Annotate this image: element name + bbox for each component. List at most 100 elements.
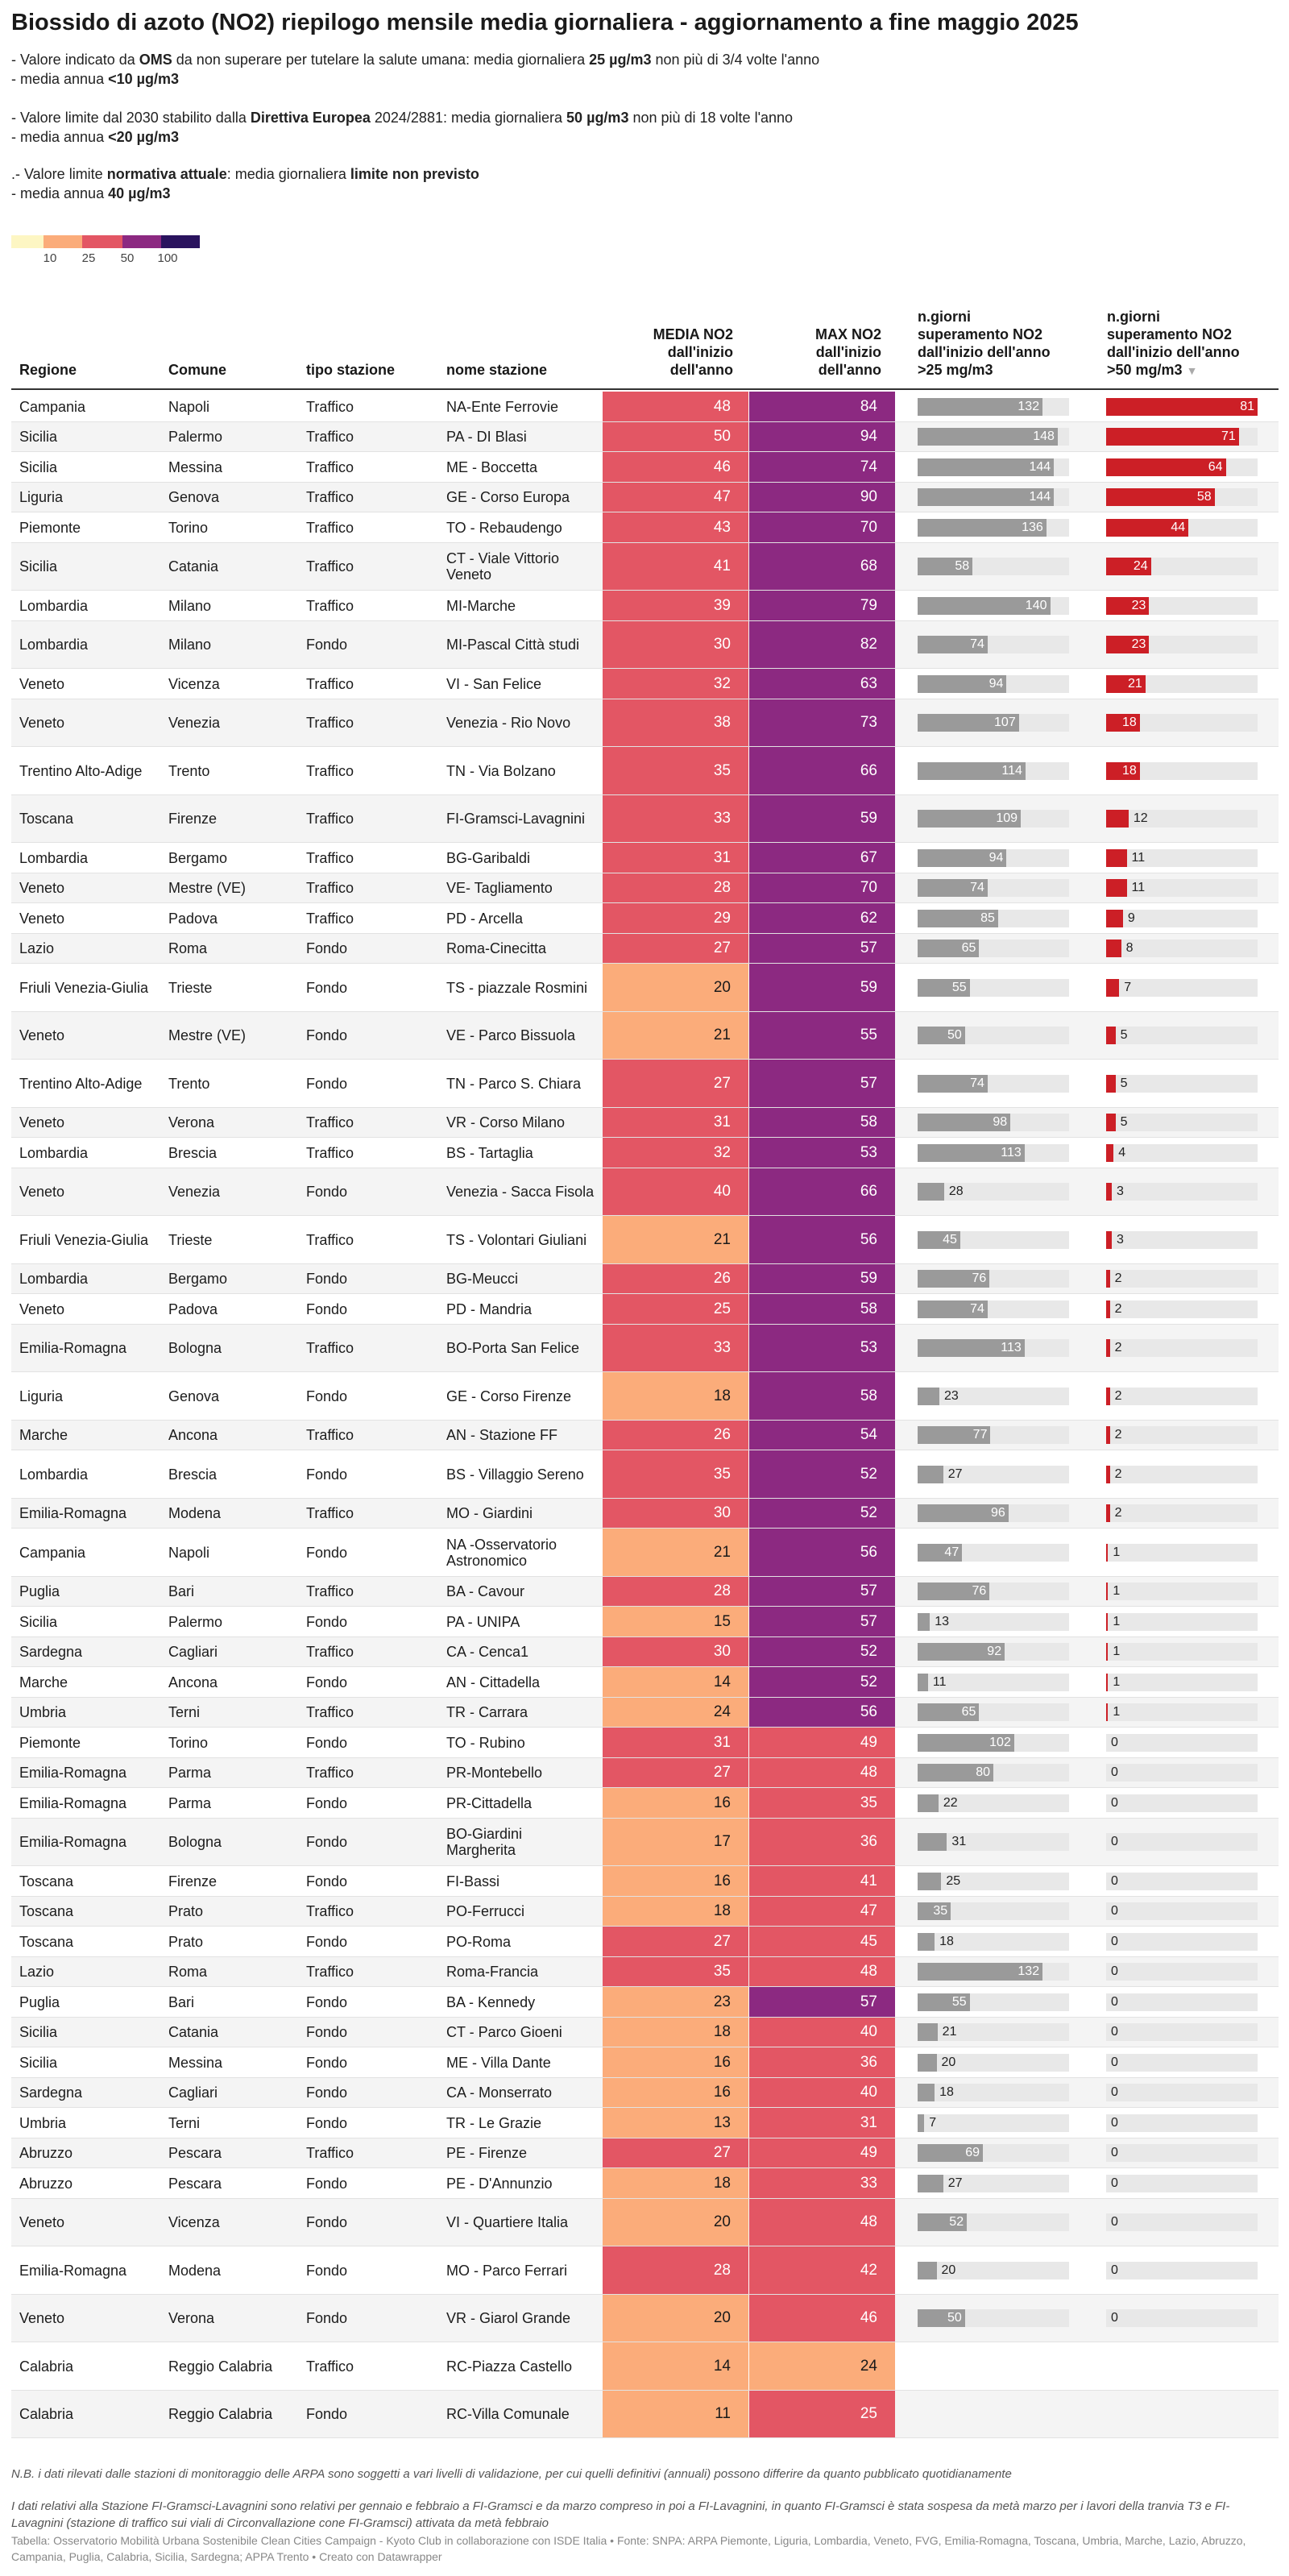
row-divider [11,1293,1279,1294]
cell-tipo: Fondo [306,1734,348,1751]
cell-media-no2: 28 [603,2246,748,2295]
bar-label-gt50: 24 [1133,559,1148,574]
cell-comune: Terni [168,1704,201,1721]
bar-gt50 [1106,1074,1116,1093]
bar-gt50 [1106,428,1239,446]
desc-bold: <20 µg/m3 [108,129,179,145]
bar-track-gt50 [1106,940,1258,958]
bar-label-gt50: 21 [1127,676,1142,691]
cell-media-no2: 20 [603,964,748,1012]
table-row: Abruzzo Pescara Traffico PE - Firenze 27 49 69… [11,2138,1279,2168]
cell-tipo: Traffico [306,1583,354,1600]
cell-max-no2: 58 [749,1294,895,1325]
bar-label-gt25: 35 [933,1904,948,1919]
cell-nome-stazione: FI-Bassi [446,1873,500,1889]
header-gt25[interactable]: n.giorni superamento NO2 dall'inizio del… [918,308,1096,379]
header-nome-stazione[interactable]: nome stazione [446,362,548,378]
bar-gt25 [918,1932,935,1951]
bar-gt50 [1106,1673,1109,1691]
desc-text: non più di 3/4 volte l'anno [651,52,820,68]
bar-label-gt25: 76 [972,1271,987,1286]
cell-regione: Piemonte [19,1734,81,1751]
cell-nome-stazione: VI - Quartiere Italia [446,2214,569,2231]
header-max[interactable]: MAX NO2 dall'inizio dell'anno [749,326,881,379]
bar-gt25 [918,1543,963,1562]
header-gt50[interactable]: n.giorni superamento NO2 dall'inizio del… [1107,308,1286,380]
cell-nome-stazione: Roma-Cinecitta [446,940,547,957]
row-divider [11,1666,1279,1667]
bar-label-gt25: 52 [949,2215,964,2230]
bar-label-gt50: 7 [1124,980,1132,994]
cell-regione: Toscana [19,811,74,828]
bar-label-gt25: 50 [947,2311,962,2325]
cell-regione: Marche [19,1427,68,1444]
row-divider [11,1215,1279,1216]
cell-media-no2: 35 [603,747,748,795]
bar-label-gt25: 114 [1001,763,1022,778]
bar-label-gt50: 2 [1114,1341,1122,1355]
row-divider [11,2016,1279,2018]
cell-nome-stazione: TO - Rubino [446,1734,525,1751]
cell-comune: Trento [168,1075,210,1092]
cell-max-no2: 36 [749,1818,895,1866]
header-tipo-stazione[interactable]: tipo stazione [306,362,396,378]
cell-nome-stazione: TR - Le Grazie [446,2114,542,2131]
header-line: n.giorni [1107,309,1160,325]
bar-gt25 [918,848,1007,867]
table-row: Veneto Vicenza Traffico VI - San Felice 32 63… [11,669,1279,699]
cell-comune: Bergamo [168,1271,228,1288]
header-line: dall'inizio dell'anno [1107,344,1240,360]
bar-track-gt50 [1106,2053,1258,2072]
sort-desc-icon[interactable]: ▼ [1186,364,1198,377]
footnote-gramsci: I dati relativi alla Stazione FI-Gramsci… [11,2499,1230,2530]
cell-nome-stazione: CA - Monserrato [446,2084,553,2101]
cell-tipo: Traffico [306,519,354,536]
cell-media-no2: 30 [603,1636,748,1667]
bar-gt25 [918,1270,990,1288]
cell-tipo: Fondo [306,1544,348,1561]
cell-media-no2: 30 [603,620,748,669]
cell-media-no2: 27 [603,1060,748,1108]
bar-gt25 [918,761,1026,780]
cell-media-no2: 33 [603,1324,748,1372]
row-divider [11,1606,1279,1607]
bar-gt50 [1106,558,1151,576]
cell-media-no2: 24 [603,1697,748,1728]
cell-max-no2: 74 [749,452,895,483]
bar-gt50 [1106,1027,1116,1045]
bar-gt25 [918,1764,993,1782]
header-media[interactable]: MEDIA NO2 dall'inizio dell'anno [603,326,733,379]
desc-bold: 40 µg/m3 [108,185,171,201]
cell-max-no2: 79 [749,591,895,621]
cell-comune: Napoli [168,398,210,415]
bar-label-gt25: 74 [970,1076,984,1090]
bar-label-gt50: 1 [1113,1614,1121,1628]
cell-regione: Sicilia [19,558,58,575]
cell-nome-stazione: BA - Cavour [446,1583,525,1600]
table-row: Liguria Genova Fondo GE - Corso Firenze 18 58… [11,1372,1279,1421]
bar-label-gt50: 0 [1111,1835,1118,1849]
desc-text: - Valore indicato da [11,52,139,68]
cell-media-no2: 33 [603,794,748,843]
row-divider [11,1865,1279,1866]
cell-regione: Toscana [19,1903,74,1920]
header-regione[interactable]: Regione [19,362,77,378]
legend-swatch-gt100 [161,235,200,248]
bar-track-gt25 [918,1387,1069,1405]
bar-gt25 [918,714,1019,732]
bar-gt50 [1106,1426,1110,1445]
cell-tipo: Fondo [306,940,348,957]
table-row: Emilia-Romagna Parma Traffico PR-Montebello… [11,1757,1279,1788]
cell-regione: Veneto [19,2214,65,2231]
bar-gt50 [1106,1465,1110,1483]
row-divider [11,421,1279,422]
cell-regione: Emilia-Romagna [19,2262,127,2279]
cell-comune: Modena [168,1505,222,1522]
cell-nome-stazione: BG-Meucci [446,1271,519,1288]
cell-regione: Toscana [19,1933,74,1950]
cell-regione: Marche [19,1674,68,1690]
row-divider [11,541,1279,543]
table-row: Emilia-Romagna Bologna Fondo BO-Giardini Ma… [11,1818,1279,1866]
header-comune[interactable]: Comune [168,362,226,378]
bar-gt50 [1106,810,1129,828]
